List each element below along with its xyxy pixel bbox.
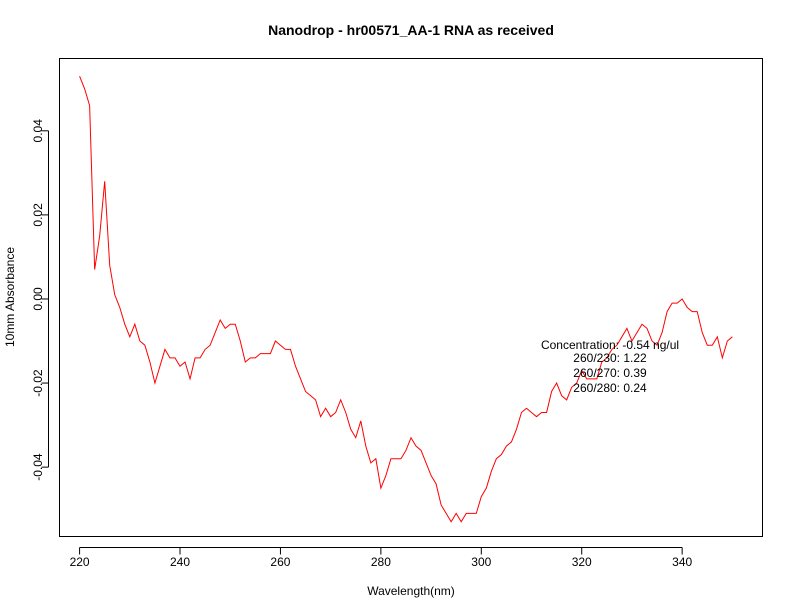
concentration-label: Concentration: -0.54 ng/ul xyxy=(541,338,679,352)
y-tick-label: -0.02 xyxy=(31,369,45,397)
chart-title: Nanodrop - hr00571_AA-1 RNA as received xyxy=(268,22,554,38)
plot-frame xyxy=(59,58,763,537)
x-tick-label: 260 xyxy=(270,555,290,569)
ratio-260-230-label: 260/230: 1.22 xyxy=(573,351,647,365)
y-tick-label: 0.00 xyxy=(31,287,45,311)
x-tick-label: 280 xyxy=(371,555,391,569)
x-axis-label: Wavelength(nm) xyxy=(367,584,455,598)
y-tick-label: 0.04 xyxy=(31,119,45,143)
x-tick-label: 240 xyxy=(170,555,190,569)
y-axis: -0.04 -0.02 0.00 0.02 0.04 xyxy=(31,119,49,481)
x-axis: 220 240 260 280 300 320 340 xyxy=(70,547,692,569)
stats-annotation: Concentration: -0.54 ng/ul 260/230: 1.22… xyxy=(541,338,679,395)
y-tick-label: 0.02 xyxy=(31,203,45,227)
x-tick-label: 320 xyxy=(572,555,592,569)
y-axis-label: 10mm Absorbance xyxy=(3,247,17,347)
absorbance-series-line xyxy=(79,75,733,523)
x-tick-label: 220 xyxy=(70,555,90,569)
y-tick-label: -0.04 xyxy=(31,453,45,481)
x-tick-label: 340 xyxy=(672,555,692,569)
ratio-260-280-label: 260/280: 0.24 xyxy=(573,381,647,395)
ratio-260-270-label: 260/270: 0.39 xyxy=(573,366,647,380)
x-tick-label: 300 xyxy=(471,555,491,569)
